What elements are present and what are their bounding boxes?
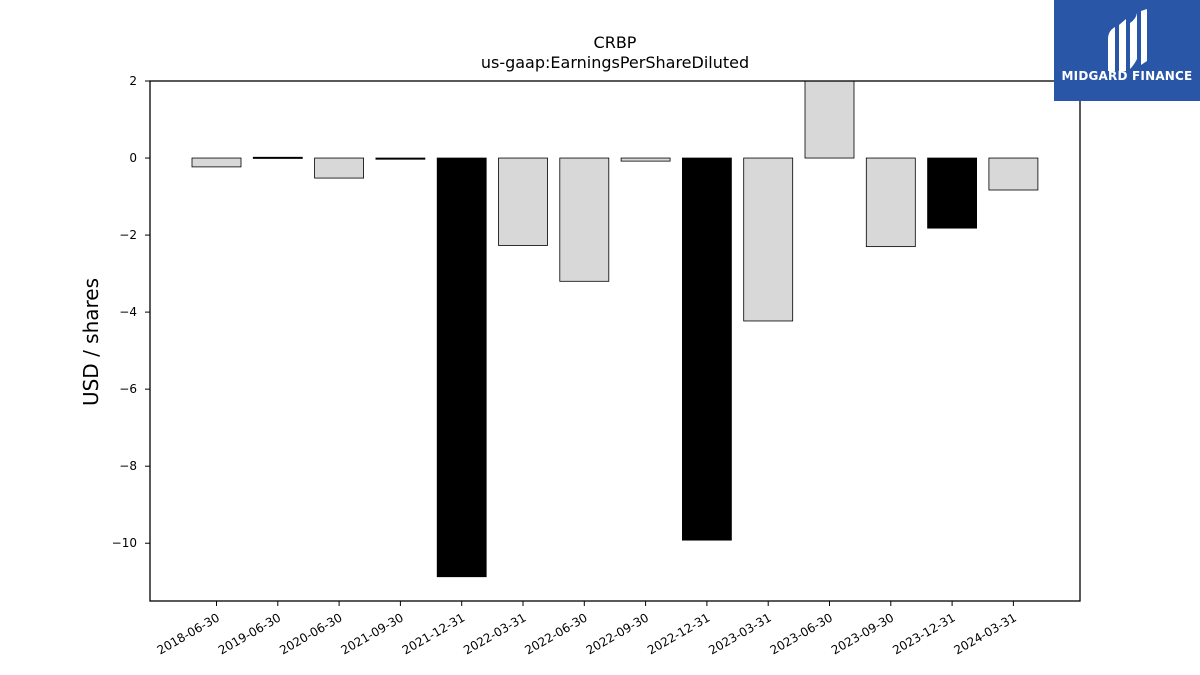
x-tick-label: 2022-06-30 xyxy=(522,610,589,657)
y-tick-label: 0 xyxy=(129,151,137,165)
bar-2018-06-30 xyxy=(191,157,242,168)
x-tick-label: 2020-06-30 xyxy=(277,610,344,657)
logo-mark-icon xyxy=(1108,9,1147,71)
chart-subtitle: us-gaap:EarningsPerShareDiluted xyxy=(480,53,750,72)
bar-2021-09-30 xyxy=(375,157,426,160)
bar-2020-06-30 xyxy=(314,157,365,179)
x-tick-label: 2023-03-31 xyxy=(706,610,773,657)
x-tick-label: 2021-09-30 xyxy=(338,610,405,657)
x-tick-label: 2023-09-30 xyxy=(829,610,896,657)
bar-2023-06-30 xyxy=(804,80,855,159)
x-tick-label: 2022-12-31 xyxy=(645,610,712,657)
y-tick-label: −8 xyxy=(119,459,137,473)
y-axis: 2 0 −2 −4 −6 −8 −10 xyxy=(112,74,150,550)
y-tick-label: −10 xyxy=(112,536,137,550)
bar-2022-09-30 xyxy=(620,157,671,162)
x-tick-label: 2022-09-30 xyxy=(584,610,651,657)
y-axis-label: USD / shares xyxy=(79,277,103,407)
x-tick-label: 2018-06-30 xyxy=(155,610,222,657)
x-tick-label: 2022-03-31 xyxy=(461,610,528,657)
x-tick-label: 2019-06-30 xyxy=(216,610,283,657)
y-tick-label: −4 xyxy=(119,305,137,319)
bar-2023-09-30 xyxy=(865,157,916,248)
bar-2022-03-31 xyxy=(498,157,548,246)
bar-2022-12-31 xyxy=(682,157,732,541)
y-tick-label: 2 xyxy=(129,74,137,88)
bar-2024-03-31 xyxy=(988,157,1039,191)
y-tick-label: −2 xyxy=(119,228,137,242)
bar-2023-12-31 xyxy=(927,157,977,229)
logo-text: MIDGARD FINANCE xyxy=(1061,69,1193,83)
midgard-finance-logo: MIDGARD FINANCE xyxy=(1054,0,1200,101)
x-tick-label: 2023-12-31 xyxy=(890,610,957,657)
bar-2019-06-30 xyxy=(252,156,303,159)
plot-frame xyxy=(149,80,1081,602)
bars-group xyxy=(191,80,1039,578)
bar-2023-03-31 xyxy=(743,157,794,322)
chart-title: CRBP xyxy=(593,33,637,52)
bar-2022-06-30 xyxy=(559,157,610,282)
y-tick-label: −6 xyxy=(119,382,137,396)
x-tick-label: 2023-06-30 xyxy=(768,610,835,657)
bar-2021-12-31 xyxy=(436,157,487,578)
x-tick-label: 2024-03-31 xyxy=(951,610,1018,657)
x-tick-label: 2021-12-31 xyxy=(400,610,467,657)
x-axis: 2018-06-302019-06-302020-06-302021-09-30… xyxy=(155,601,1019,657)
